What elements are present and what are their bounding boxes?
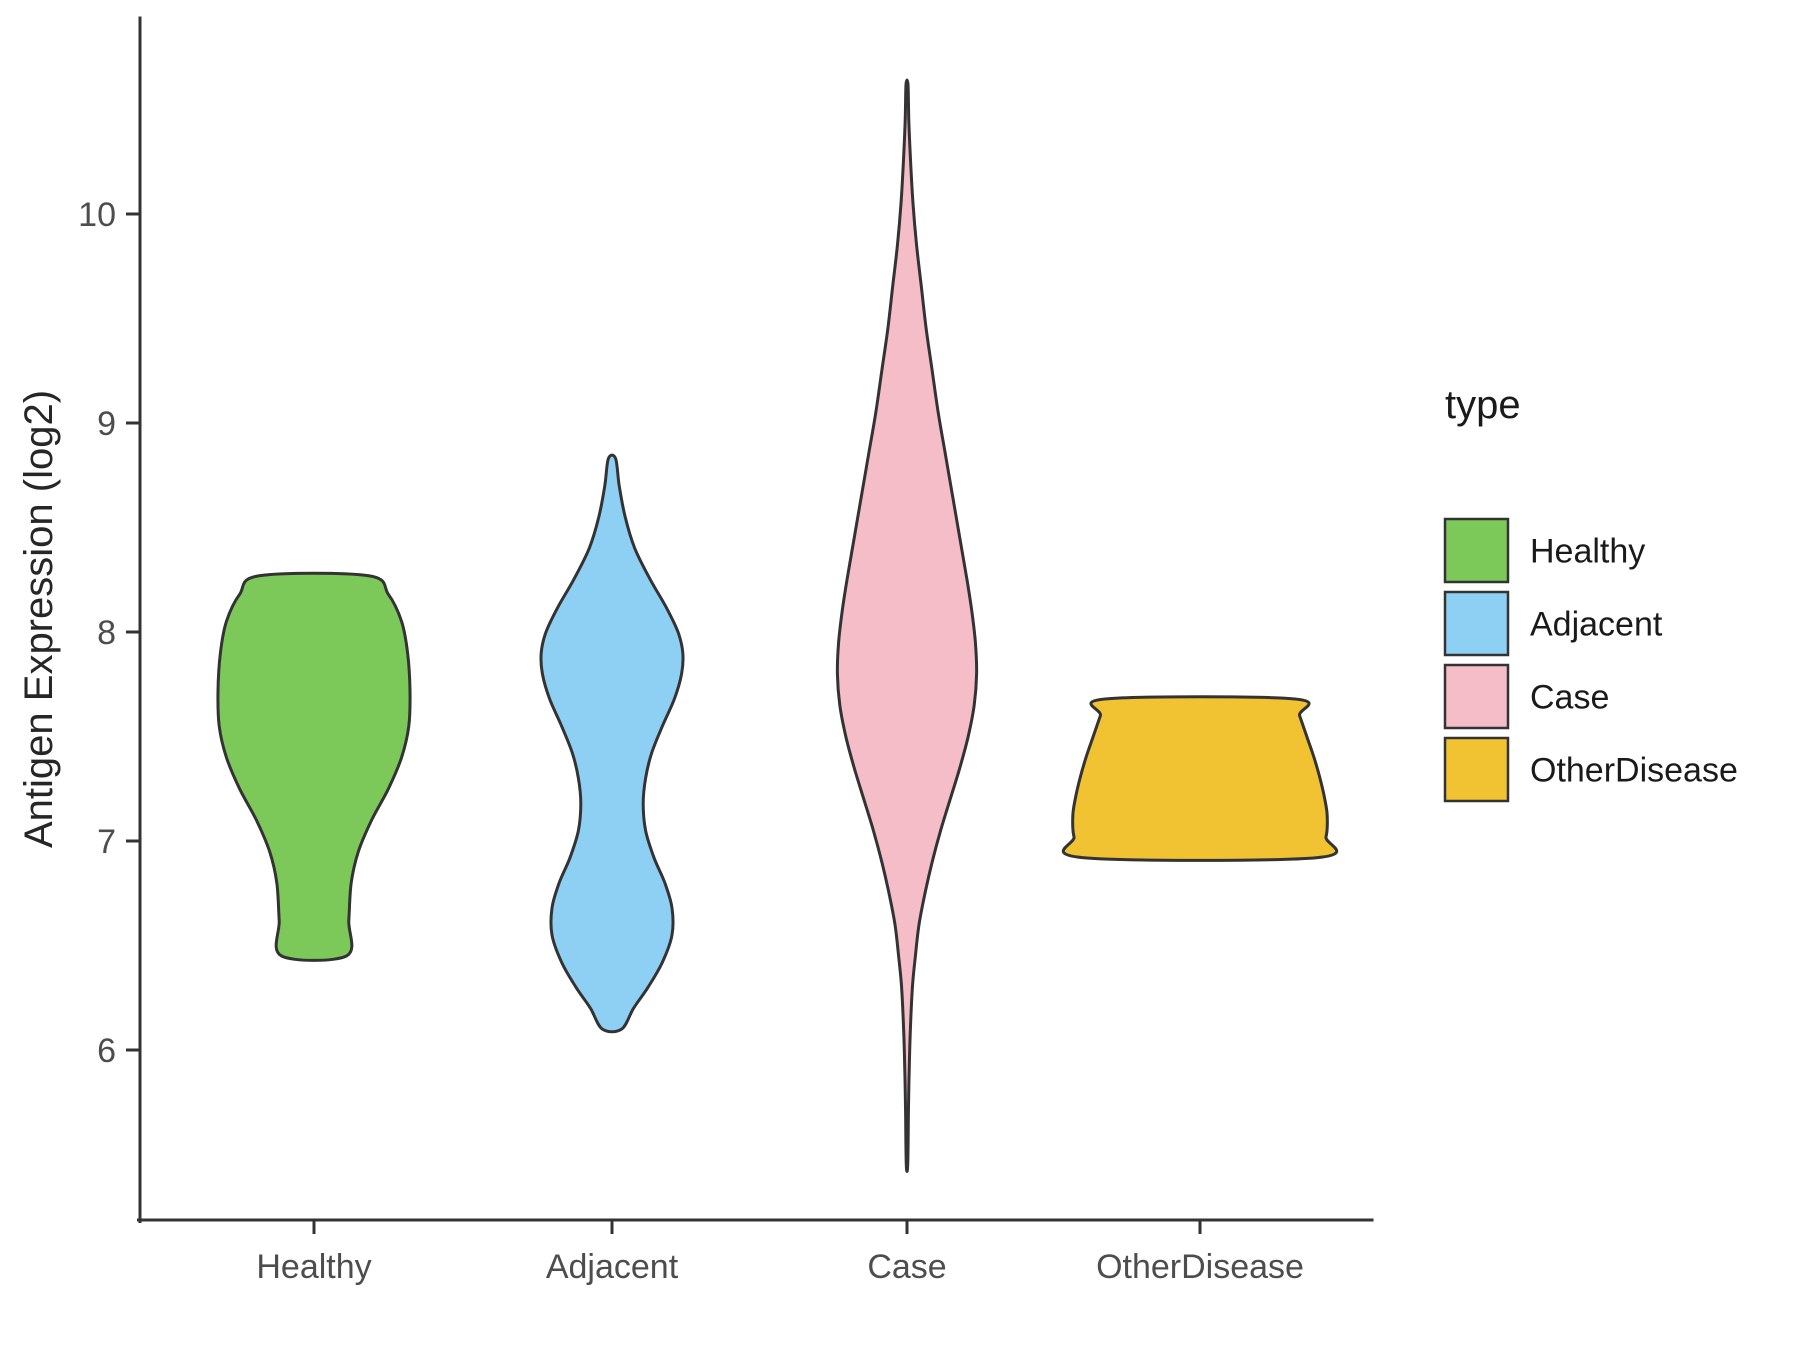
y-axis-title: Antigen Expression (log2) [17, 390, 61, 848]
y-tick-label-7: 7 [97, 823, 116, 861]
axes-group: 6 7 8 9 10 Healthy Adjacent Case OtherDisease [78, 16, 1374, 1286]
legend-swatch-case [1443, 663, 1510, 730]
y-tick-label-9: 9 [97, 405, 116, 443]
y-tick-label-10: 10 [78, 196, 116, 234]
y-tick-label-6: 6 [97, 1032, 116, 1070]
y-tick-label-8: 8 [97, 614, 116, 652]
legend-swatch-otherdisease [1443, 736, 1510, 803]
legend-label-healthy: Healthy [1530, 533, 1645, 571]
legend-label-adjacent: Adjacent [1530, 606, 1663, 644]
violin-adjacent [539, 453, 685, 1034]
x-tick-label-case: Case [867, 1248, 946, 1286]
violin-case [835, 78, 979, 1173]
violin-otherdisease [1061, 695, 1339, 862]
violins-group [216, 78, 1339, 1173]
legend-title: type [1445, 383, 1521, 427]
legend-label-otherdisease: OtherDisease [1530, 752, 1738, 790]
legend: Healthy Adjacent Case OtherDisease [1443, 517, 1738, 803]
legend-label-case: Case [1530, 679, 1609, 717]
x-tick-label-healthy: Healthy [256, 1248, 371, 1286]
x-tick-label-otherdisease: OtherDisease [1096, 1248, 1304, 1286]
violin-healthy [216, 571, 412, 962]
legend-swatch-adjacent [1443, 590, 1510, 657]
x-tick-label-adjacent: Adjacent [546, 1248, 679, 1286]
legend-swatch-healthy [1443, 517, 1510, 584]
